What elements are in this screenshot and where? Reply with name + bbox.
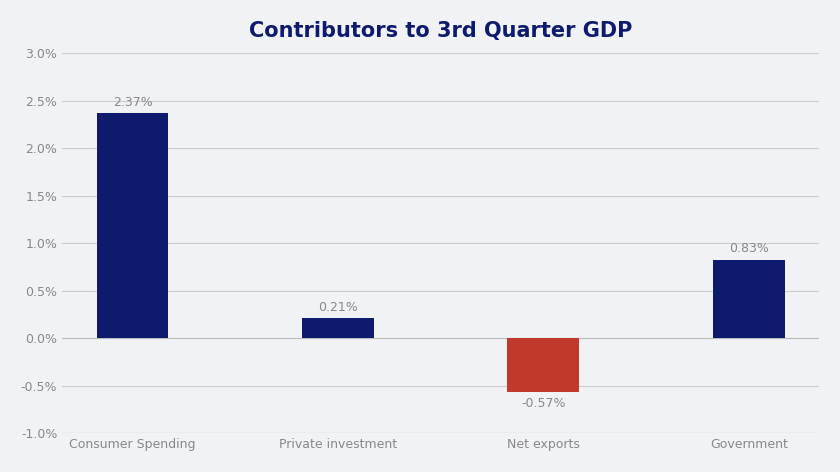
Text: 0.83%: 0.83% [729, 242, 769, 255]
Bar [302, 319, 374, 338]
Title: Contributors to 3rd Quarter GDP: Contributors to 3rd Quarter GDP [249, 21, 633, 41]
Bar [713, 260, 785, 338]
Text: 2.37%: 2.37% [113, 95, 152, 109]
Text: -0.57%: -0.57% [521, 397, 565, 410]
Bar [97, 113, 169, 338]
Bar [507, 338, 580, 393]
Text: 0.21%: 0.21% [318, 301, 358, 314]
